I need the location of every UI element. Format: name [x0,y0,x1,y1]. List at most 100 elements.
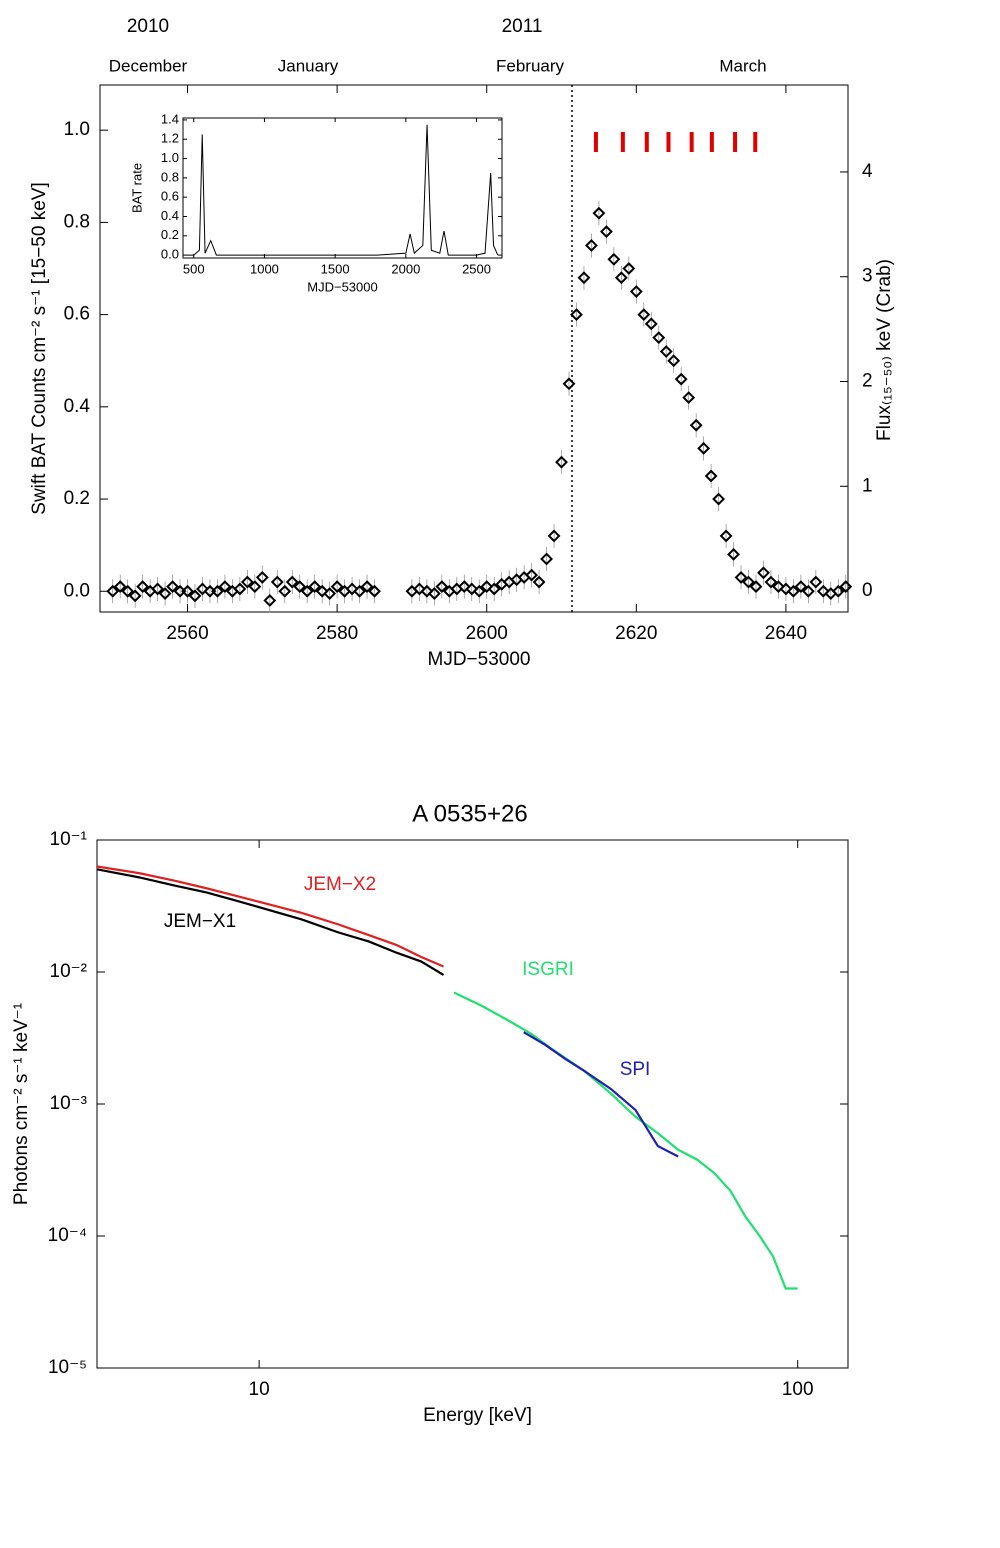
data-point [525,568,539,582]
event-marker [733,132,738,152]
event-marker [689,132,694,152]
y-axis-label: BAT rate [129,163,144,213]
data-point [233,582,247,596]
data-point [674,372,688,386]
data-point [585,239,598,252]
event-marker [709,132,714,152]
data-point [308,580,322,594]
data-point [278,584,292,598]
data-point [809,575,823,589]
data-point [719,529,733,543]
data-point [689,418,703,432]
data-point [637,308,651,322]
data-point [764,575,778,589]
month-label: January [278,56,339,75]
y-tick-label: 1.0 [64,119,90,140]
data-point [255,571,269,584]
data-point [435,580,449,594]
data-point [218,580,232,594]
data-point [285,575,299,589]
y-tick-label: 10⁻⁵ [48,1357,87,1378]
data-point [270,575,284,589]
y-tick-label: 0.6 [161,189,179,204]
data-point [555,455,568,469]
data-point [457,580,471,594]
data-point [540,552,553,566]
y-tick-label: 1.4 [161,111,179,126]
data-line [186,124,499,256]
chart-title: A 0535+26 [412,800,527,827]
y-axis-label: Swift BAT Counts cm⁻² s⁻¹ [15−50 keV] [29,182,50,514]
data-point [614,271,628,285]
data-point [599,225,613,239]
data-point [831,584,845,598]
data-point [570,308,583,322]
data-point [794,580,808,594]
x-tick-label: 2580 [316,623,358,644]
y-tick-label: 0.2 [64,488,90,509]
x-tick-label: 2640 [765,623,807,644]
y-tick-label: 0.8 [64,211,90,232]
month-label: February [496,56,565,75]
data-point [816,584,830,598]
y-tick-label: 0.0 [161,247,179,262]
y2-tick-label: 4 [862,161,873,182]
data-point [368,584,381,598]
data-point [839,580,853,594]
y-tick-label: 0.4 [64,396,91,417]
x-axis-label: MJD−53000 [307,279,377,294]
data-point [757,566,770,580]
x-tick-label: 2000 [391,261,420,276]
y-tick-label: 1.2 [161,131,179,146]
data-point [420,584,434,598]
x-tick-label: 2560 [166,623,208,644]
data-point [547,529,561,543]
data-point [412,582,426,596]
event-marker [644,132,649,152]
series-label: JEM−X2 [304,874,376,895]
data-point [360,580,374,594]
data-point [749,580,763,594]
x-tick-label: 2500 [462,261,491,276]
data-point [472,584,486,598]
data-point [480,580,494,594]
data-point [323,587,337,600]
y-tick-label: 0.4 [161,208,179,223]
y2-axis-label: Flux₍₁₅₋₅₀₎ keV (Crab) [874,259,895,441]
data-point [592,206,606,220]
y2-tick-label: 1 [862,475,873,496]
data-point [682,391,696,405]
data-point [562,377,576,391]
event-marker [620,132,625,152]
data-point [263,594,277,607]
data-line [96,868,445,976]
data-line [523,1031,679,1158]
data-point [248,580,262,594]
plot-frame [99,84,849,613]
data-point [196,582,209,596]
y2-tick-label: 0 [862,580,873,601]
y-tick-label: 1.0 [161,150,179,165]
data-point [240,575,254,589]
y-tick-label: 0.6 [64,304,90,325]
data-point [427,587,441,600]
month-label: December [109,56,188,75]
x-tick-label: 2620 [615,623,657,644]
x-tick-label: 10 [249,1379,270,1400]
month-label: March [719,56,766,75]
data-point [128,589,142,603]
data-point [727,547,740,561]
y-tick-label: 0.8 [161,169,179,184]
data-point [622,262,636,275]
data-point [113,580,127,594]
y-tick-label: 10⁻¹ [50,829,88,850]
data-point [629,285,643,298]
data-point [742,575,755,589]
y-tick-label: 0.2 [161,227,179,242]
y-tick-label: 10⁻³ [50,1093,88,1114]
data-point [734,571,748,584]
data-point [779,582,793,596]
data-point [532,575,546,589]
y-tick-label: 10⁻⁴ [48,1225,87,1246]
